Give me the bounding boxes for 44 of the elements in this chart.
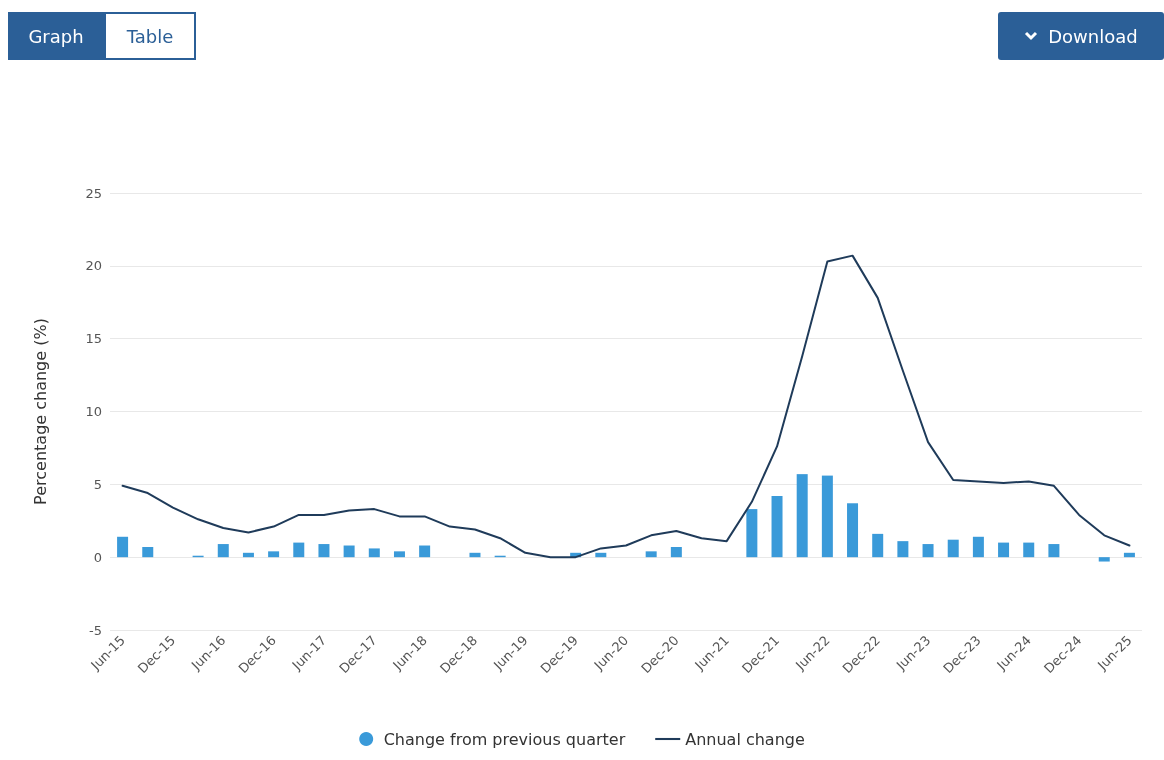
- bar: [847, 503, 859, 558]
- legend-label: Annual change: [685, 729, 805, 749]
- y-tick-label: 0: [93, 549, 102, 565]
- y-tick-label: 15: [85, 331, 102, 347]
- bar: [821, 475, 833, 558]
- legend-label: Change from previous quarter: [383, 729, 626, 749]
- y-tick-label: 20: [85, 258, 102, 274]
- bar: [469, 552, 481, 558]
- text: Download: [1048, 25, 1138, 47]
- bar: [1123, 552, 1135, 558]
- bar: [595, 552, 607, 558]
- bar: [117, 536, 129, 558]
- text: Table: [104, 12, 196, 60]
- y-tick-label: 25: [85, 185, 102, 201]
- bar: [670, 546, 682, 558]
- bar: [947, 539, 959, 558]
- bar: [142, 546, 154, 558]
- bar: [368, 548, 380, 558]
- bar: [318, 544, 330, 558]
- bar: [1048, 544, 1060, 558]
- y-tick-label: 10: [85, 404, 102, 419]
- y-tick-label: 5: [93, 476, 102, 492]
- bar: [645, 551, 657, 558]
- bar: [972, 536, 984, 558]
- line-series: [121, 254, 1131, 559]
- bar: [242, 552, 254, 558]
- bar: [897, 541, 909, 558]
- bar: [998, 542, 1010, 558]
- bar: [393, 551, 405, 558]
- bar: [1098, 557, 1110, 562]
- bar: [268, 551, 280, 558]
- bar: [217, 544, 229, 558]
- bar: [771, 495, 783, 558]
- bar: [1023, 542, 1035, 558]
- bar: [796, 474, 808, 558]
- bar: [419, 545, 431, 558]
- y-tick-label: -5: [89, 622, 102, 638]
- bar: [343, 545, 355, 558]
- bar: [293, 542, 305, 558]
- y-axis-title: Percentage change (%): [30, 318, 50, 505]
- text: Graph: [8, 12, 104, 60]
- bar: [746, 509, 758, 558]
- bar: [922, 544, 934, 558]
- bar: [872, 533, 884, 558]
